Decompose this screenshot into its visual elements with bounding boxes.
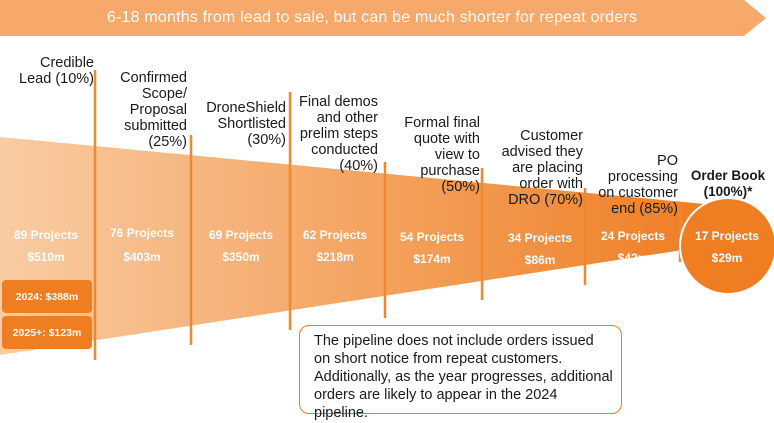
stage-projects-order-book: 17 Projects (694, 229, 760, 243)
stage-value-po-processing: $42m (617, 251, 649, 265)
order-book-circle (679, 197, 774, 295)
stage-projects-credible-lead: 89 Projects (13, 228, 79, 242)
stage-projects-formal-quote: 54 Projects (399, 230, 465, 244)
stage-value-confirmed-scope: $403m (123, 250, 161, 264)
stage-value-shortlisted: $350m (222, 250, 260, 264)
stage-value-final-demos: $218m (316, 250, 354, 264)
stage-label-formal-quote: Formal final quote with view to purchase… (404, 115, 480, 195)
stage-label-credible-lead: Credible Lead (10%) (19, 55, 94, 87)
pipeline-note-box: The pipeline does not include orders iss… (299, 325, 622, 421)
stage-projects-po-processing: 24 Projects (600, 229, 666, 243)
stage-label-customer-advised: Customer advised they are placing order … (501, 128, 583, 208)
stage-projects-shortlisted: 69 Projects (208, 228, 274, 242)
breakdown-2024-badge: 2024: $388m (2, 280, 92, 313)
stage-label-shortlisted: DroneShield Shortlisted (30%) (206, 100, 286, 148)
breakdown-2025-badge: 2025+: $123m (2, 316, 92, 349)
stage-value-order-book: $29m (711, 251, 743, 265)
timeline-arrow-text: 6-18 months from lead to sale, but can b… (106, 9, 638, 26)
stage-value-credible-lead: $510m (27, 250, 65, 264)
stage-label-po-processing: PO processing on customer end (85%) (598, 153, 678, 217)
timeline-arrow (0, 0, 766, 36)
stage-label-order-book: Order Book (100%)* (690, 168, 766, 199)
stage-label-confirmed-scope: Confirmed Scope/ Proposal submitted (25%… (120, 70, 187, 150)
stage-projects-final-demos: 62 Projects (302, 228, 368, 242)
stage-projects-confirmed-scope: 76 Projects (109, 226, 175, 240)
stage-value-customer-advised: $86m (524, 253, 556, 267)
pipeline-funnel (0, 137, 715, 355)
stage-projects-customer-advised: 34 Projects (507, 231, 573, 245)
stage-value-formal-quote: $174m (413, 252, 451, 266)
stage-label-final-demos: Final demos and other prelim steps condu… (299, 94, 378, 174)
